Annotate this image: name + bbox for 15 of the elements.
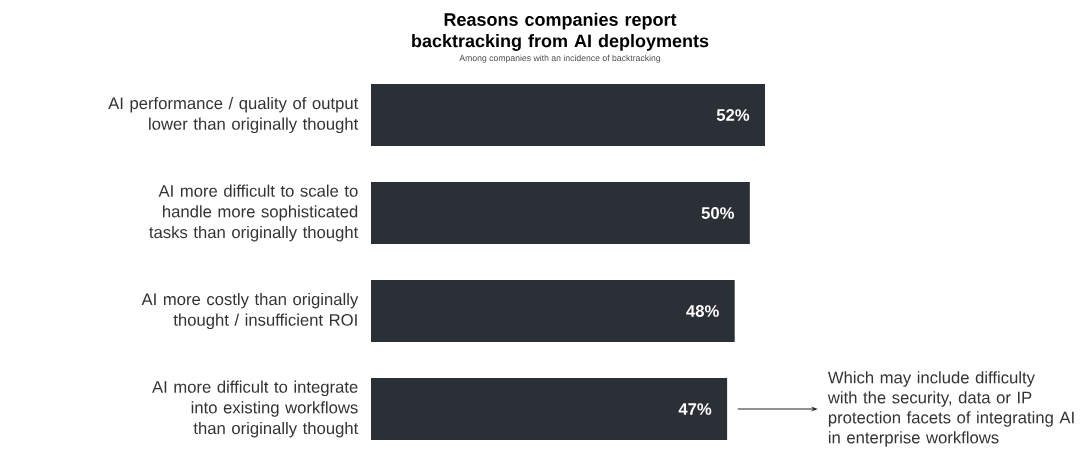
y-tick-label: AI more costly than originally thought / insufficient ROI: [141, 292, 359, 330]
data-label: 52%: [716, 109, 750, 121]
bar: [371, 378, 728, 441]
text: Which may include difficulty with the security, data or IP protection facets of integrating AI in enterprise workflows: [827, 371, 1074, 447]
y-tick-label: AI performance / quality of output lower than originally thought: [108, 96, 359, 134]
data-label: 48%: [686, 305, 719, 317]
chart-title: Reasons companies report backtracking from AI deployments: [412, 12, 709, 51]
bar: [371, 182, 750, 245]
chart-subtitle: Among companies with an incidence of backtracking: [459, 54, 661, 63]
y-tick-label: AI more difficult to integrate into existing workflows than originally thought: [152, 380, 359, 438]
bar: [371, 84, 766, 147]
data-label: 50%: [701, 207, 735, 219]
data-label: 47%: [678, 403, 712, 415]
bar: [371, 280, 735, 343]
y-tick-label: AI more difficult to scale to handle more sophisticated tasks than originally thought: [149, 184, 359, 242]
